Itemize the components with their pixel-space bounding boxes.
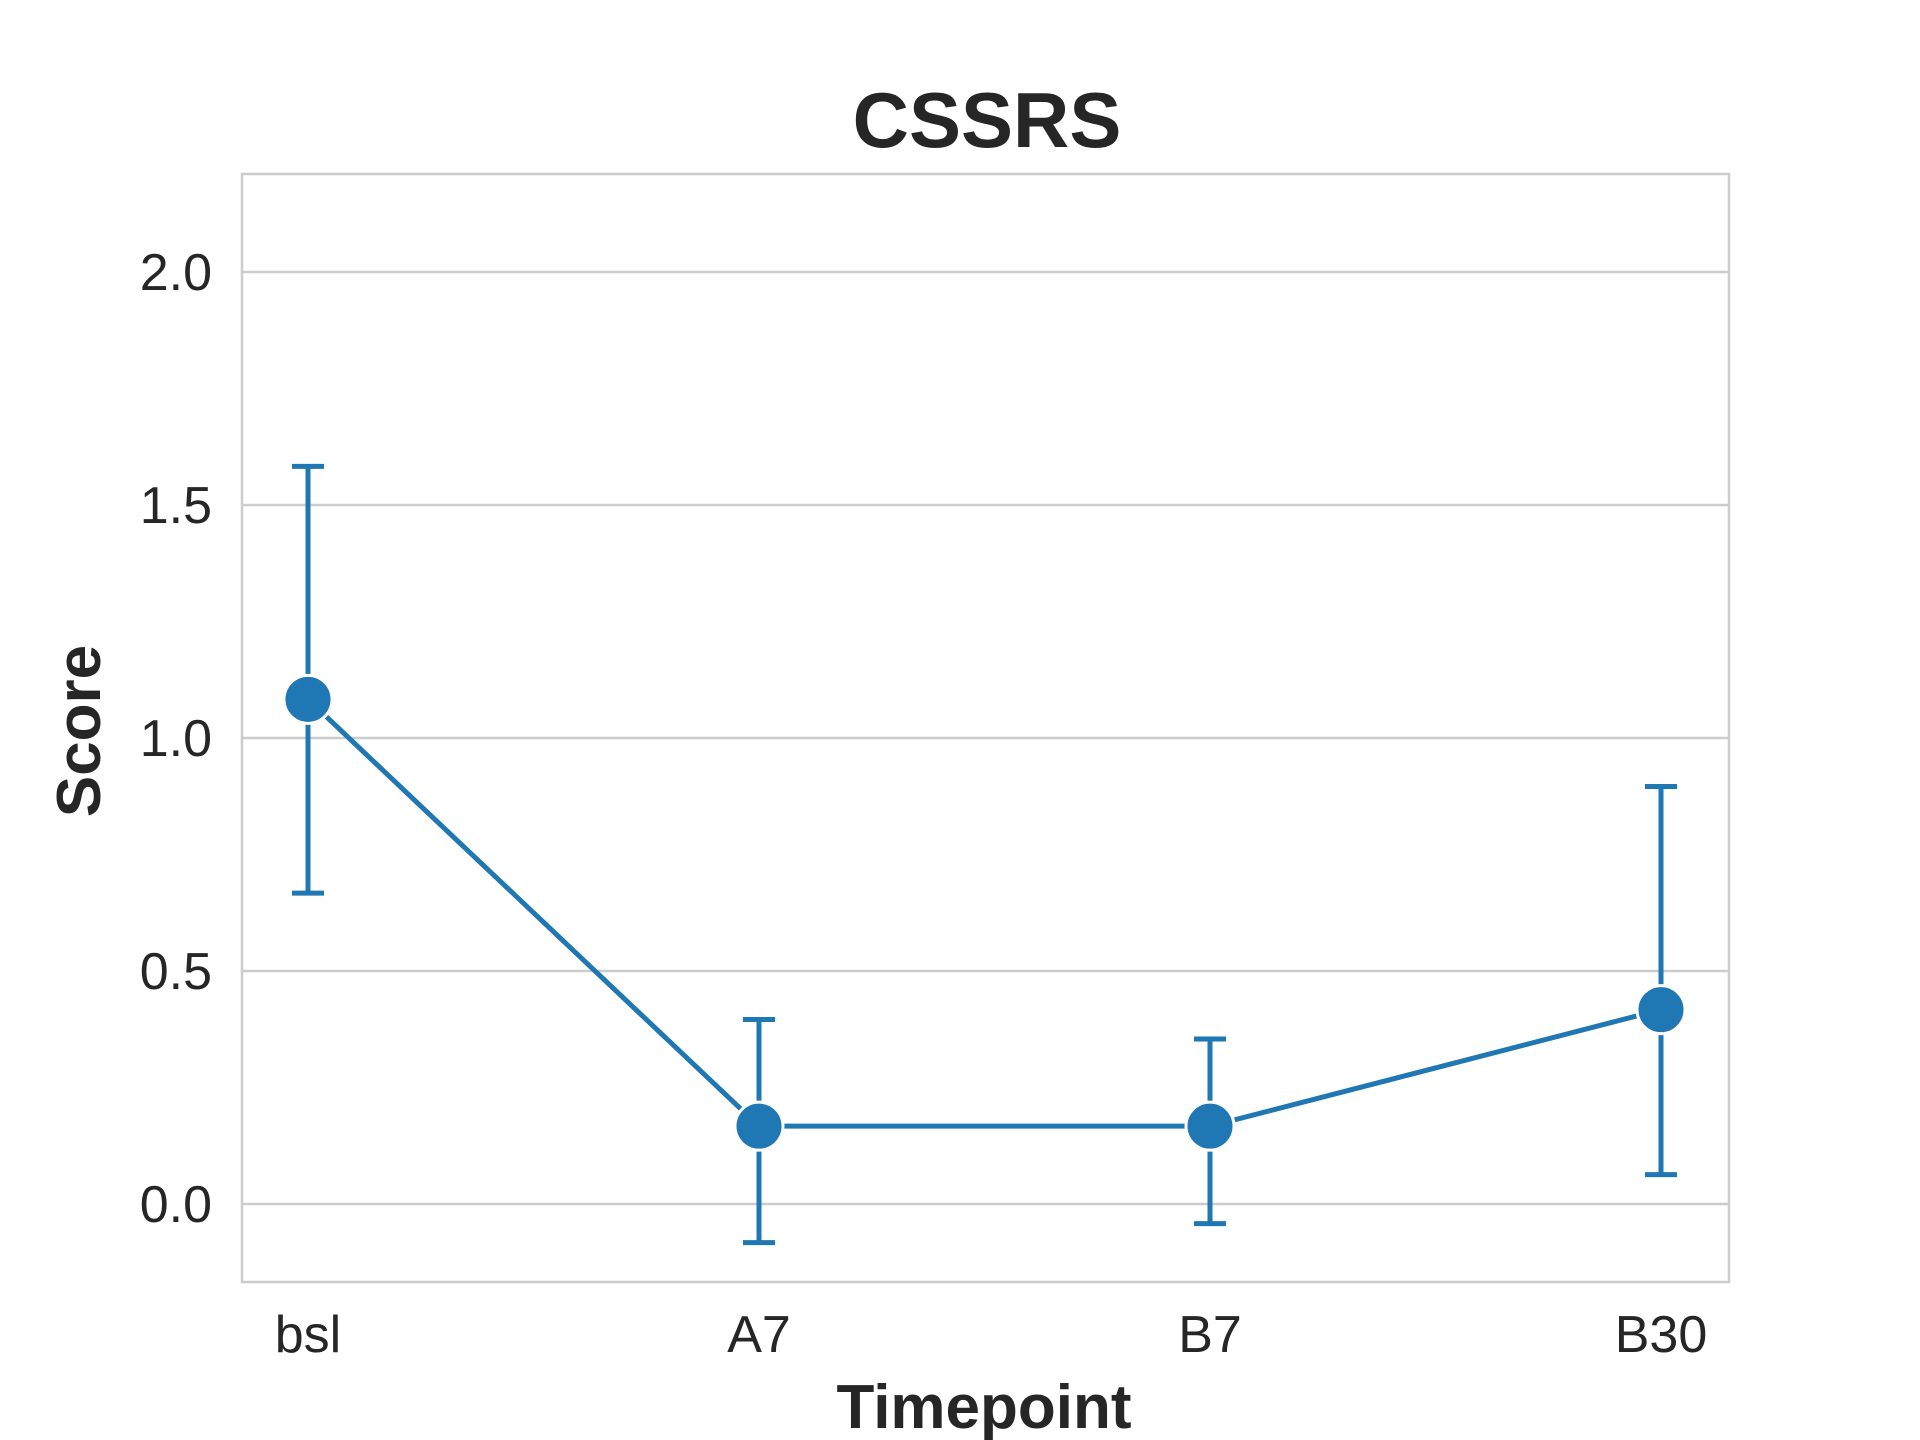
data-point bbox=[733, 1100, 785, 1152]
data-point bbox=[282, 673, 334, 725]
y-tick-label: 1.0 bbox=[140, 710, 212, 768]
y-tick-label: 2.0 bbox=[140, 244, 212, 302]
data-point bbox=[1635, 984, 1687, 1036]
y-tick-labels: 0.0 0.5 1.0 1.5 2.0 bbox=[140, 244, 212, 1234]
y-tick-label: 1.5 bbox=[140, 477, 212, 535]
plot-frame bbox=[240, 172, 1731, 1284]
chart-title: CSSRS bbox=[853, 76, 1122, 164]
series-line bbox=[306, 697, 1662, 1129]
y-gridlines bbox=[242, 270, 1729, 1206]
x-tick-label: bsl bbox=[275, 1306, 341, 1364]
y-tick-label: 0.5 bbox=[140, 943, 212, 1001]
x-tick-label: A7 bbox=[727, 1306, 791, 1364]
series-group bbox=[282, 463, 1687, 1246]
y-tick-label: 0.0 bbox=[140, 1176, 212, 1234]
y-axis-label: Score bbox=[45, 645, 114, 817]
x-tick-labels: bsl A7 B7 B30 bbox=[275, 1306, 1708, 1364]
x-axis-label: Timepoint bbox=[836, 1373, 1131, 1440]
x-tick-label: B30 bbox=[1615, 1306, 1708, 1364]
error-bar bbox=[1645, 783, 1677, 1178]
data-point bbox=[1184, 1100, 1236, 1152]
x-tick-label: B7 bbox=[1178, 1306, 1242, 1364]
